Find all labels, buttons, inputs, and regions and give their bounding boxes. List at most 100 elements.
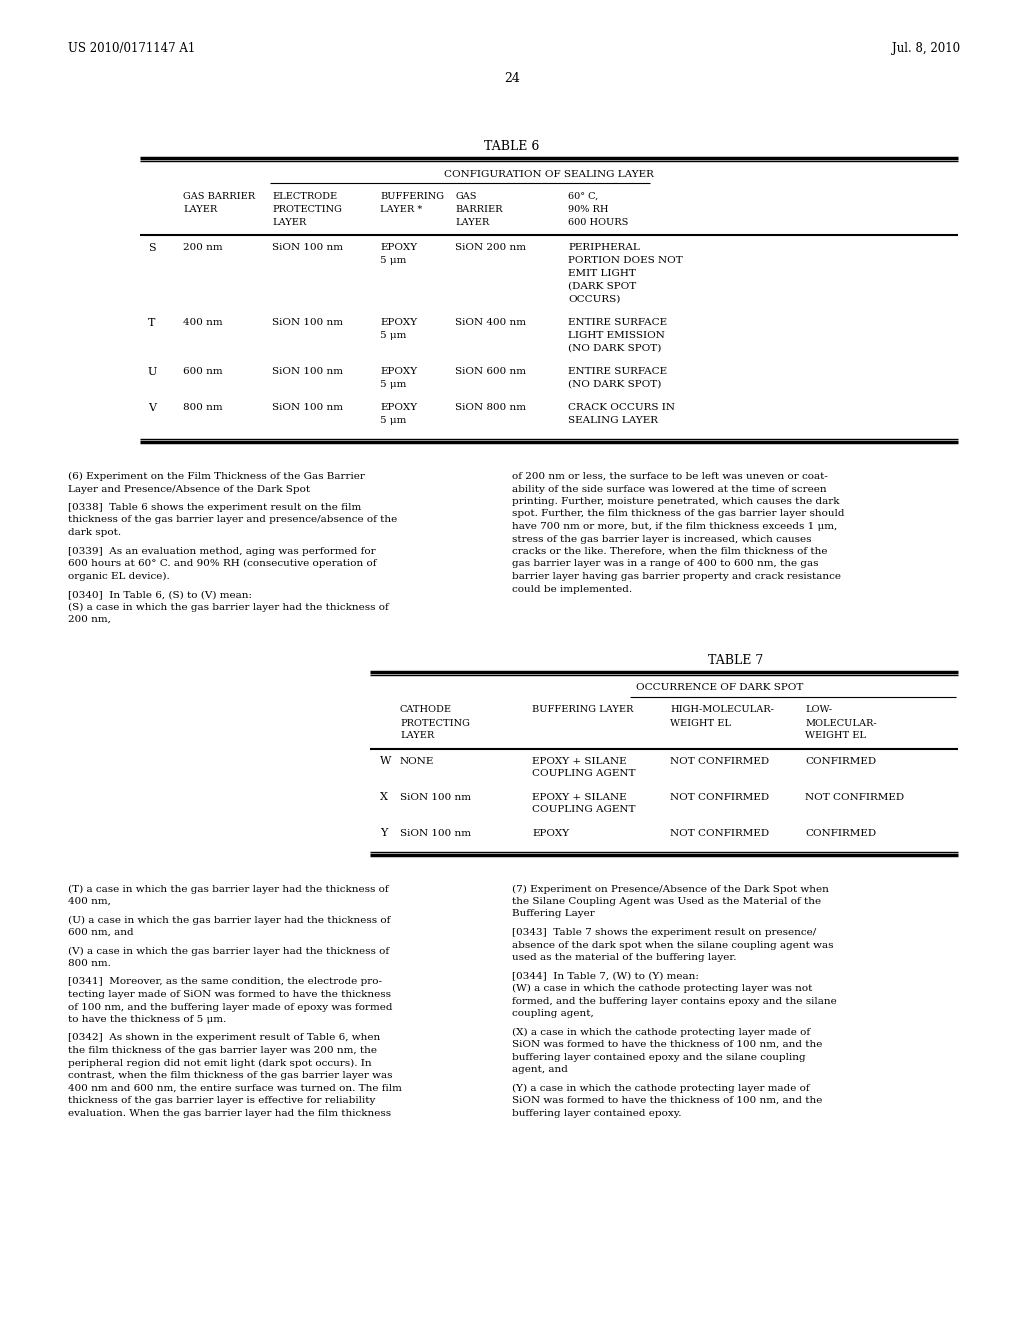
Text: V: V bbox=[148, 403, 156, 413]
Text: LOW-: LOW- bbox=[805, 705, 831, 714]
Text: tecting layer made of SiON was formed to have the thickness: tecting layer made of SiON was formed to… bbox=[68, 990, 391, 999]
Text: (T) a case in which the gas barrier layer had the thickness of: (T) a case in which the gas barrier laye… bbox=[68, 884, 389, 894]
Text: (DARK SPOT: (DARK SPOT bbox=[568, 282, 636, 290]
Text: [0339]  As an evaluation method, aging was performed for: [0339] As an evaluation method, aging wa… bbox=[68, 546, 376, 556]
Text: 200 nm: 200 nm bbox=[183, 243, 222, 252]
Text: HIGH-MOLECULAR-: HIGH-MOLECULAR- bbox=[670, 705, 774, 714]
Text: buffering layer contained epoxy and the silane coupling: buffering layer contained epoxy and the … bbox=[512, 1052, 806, 1061]
Text: (S) a case in which the gas barrier layer had the thickness of: (S) a case in which the gas barrier laye… bbox=[68, 602, 389, 611]
Text: GAS BARRIER: GAS BARRIER bbox=[183, 191, 255, 201]
Text: SEALING LAYER: SEALING LAYER bbox=[568, 416, 658, 425]
Text: US 2010/0171147 A1: US 2010/0171147 A1 bbox=[68, 42, 196, 55]
Text: contrast, when the film thickness of the gas barrier layer was: contrast, when the film thickness of the… bbox=[68, 1071, 392, 1080]
Text: WEIGHT EL: WEIGHT EL bbox=[805, 731, 866, 741]
Text: organic EL device).: organic EL device). bbox=[68, 572, 170, 581]
Text: COUPLING AGENT: COUPLING AGENT bbox=[532, 770, 636, 779]
Text: CATHODE: CATHODE bbox=[400, 705, 452, 714]
Text: the film thickness of the gas barrier layer was 200 nm, the: the film thickness of the gas barrier la… bbox=[68, 1045, 377, 1055]
Text: gas barrier layer was in a range of 400 to 600 nm, the gas: gas barrier layer was in a range of 400 … bbox=[512, 560, 818, 569]
Text: evaluation. When the gas barrier layer had the film thickness: evaluation. When the gas barrier layer h… bbox=[68, 1109, 391, 1118]
Text: ENTIRE SURFACE: ENTIRE SURFACE bbox=[568, 367, 667, 376]
Text: LAYER: LAYER bbox=[400, 731, 434, 741]
Text: (X) a case in which the cathode protecting layer made of: (X) a case in which the cathode protecti… bbox=[512, 1027, 810, 1036]
Text: CONFIGURATION OF SEALING LAYER: CONFIGURATION OF SEALING LAYER bbox=[444, 170, 654, 180]
Text: 600 hours at 60° C. and 90% RH (consecutive operation of: 600 hours at 60° C. and 90% RH (consecut… bbox=[68, 558, 377, 568]
Text: 600 nm, and: 600 nm, and bbox=[68, 928, 133, 937]
Text: 400 nm and 600 nm, the entire surface was turned on. The film: 400 nm and 600 nm, the entire surface wa… bbox=[68, 1084, 401, 1093]
Text: EPOXY: EPOXY bbox=[380, 367, 417, 376]
Text: (W) a case in which the cathode protecting layer was not: (W) a case in which the cathode protecti… bbox=[512, 983, 812, 993]
Text: CONFIRMED: CONFIRMED bbox=[805, 829, 877, 837]
Text: GAS: GAS bbox=[455, 191, 476, 201]
Text: peripheral region did not emit light (dark spot occurs). In: peripheral region did not emit light (da… bbox=[68, 1059, 372, 1068]
Text: NONE: NONE bbox=[400, 756, 434, 766]
Text: OCCURS): OCCURS) bbox=[568, 294, 621, 304]
Text: thickness of the gas barrier layer is effective for reliability: thickness of the gas barrier layer is ef… bbox=[68, 1096, 376, 1105]
Text: U: U bbox=[148, 367, 158, 378]
Text: PORTION DOES NOT: PORTION DOES NOT bbox=[568, 256, 683, 265]
Text: thickness of the gas barrier layer and presence/absence of the: thickness of the gas barrier layer and p… bbox=[68, 516, 397, 524]
Text: EPOXY + SILANE: EPOXY + SILANE bbox=[532, 792, 627, 801]
Text: formed, and the buffering layer contains epoxy and the silane: formed, and the buffering layer contains… bbox=[512, 997, 837, 1006]
Text: 600 HOURS: 600 HOURS bbox=[568, 218, 629, 227]
Text: EPOXY: EPOXY bbox=[380, 318, 417, 327]
Text: LAYER: LAYER bbox=[455, 218, 489, 227]
Text: OCCURRENCE OF DARK SPOT: OCCURRENCE OF DARK SPOT bbox=[636, 684, 804, 693]
Text: Jul. 8, 2010: Jul. 8, 2010 bbox=[892, 42, 961, 55]
Text: LAYER: LAYER bbox=[272, 218, 306, 227]
Text: SiON 100 nm: SiON 100 nm bbox=[400, 829, 471, 837]
Text: Buffering Layer: Buffering Layer bbox=[512, 909, 595, 919]
Text: ability of the side surface was lowered at the time of screen: ability of the side surface was lowered … bbox=[512, 484, 826, 494]
Text: [0338]  Table 6 shows the experiment result on the film: [0338] Table 6 shows the experiment resu… bbox=[68, 503, 361, 512]
Text: BARRIER: BARRIER bbox=[455, 205, 503, 214]
Text: EPOXY + SILANE: EPOXY + SILANE bbox=[532, 756, 627, 766]
Text: (NO DARK SPOT): (NO DARK SPOT) bbox=[568, 380, 662, 389]
Text: buffering layer contained epoxy.: buffering layer contained epoxy. bbox=[512, 1109, 682, 1118]
Text: TABLE 7: TABLE 7 bbox=[709, 653, 764, 667]
Text: NOT CONFIRMED: NOT CONFIRMED bbox=[670, 829, 769, 837]
Text: 24: 24 bbox=[504, 73, 520, 84]
Text: NOT CONFIRMED: NOT CONFIRMED bbox=[670, 792, 769, 801]
Text: W: W bbox=[380, 756, 391, 767]
Text: used as the material of the buffering layer.: used as the material of the buffering la… bbox=[512, 953, 736, 962]
Text: 5 μm: 5 μm bbox=[380, 256, 407, 265]
Text: ELECTRODE: ELECTRODE bbox=[272, 191, 337, 201]
Text: (V) a case in which the gas barrier layer had the thickness of: (V) a case in which the gas barrier laye… bbox=[68, 946, 389, 956]
Text: LAYER: LAYER bbox=[183, 205, 217, 214]
Text: (Y) a case in which the cathode protecting layer made of: (Y) a case in which the cathode protecti… bbox=[512, 1084, 810, 1093]
Text: Layer and Presence/Absence of the Dark Spot: Layer and Presence/Absence of the Dark S… bbox=[68, 484, 310, 494]
Text: dark spot.: dark spot. bbox=[68, 528, 121, 537]
Text: MOLECULAR-: MOLECULAR- bbox=[805, 718, 877, 727]
Text: [0343]  Table 7 shows the experiment result on presence/: [0343] Table 7 shows the experiment resu… bbox=[512, 928, 816, 937]
Text: WEIGHT EL: WEIGHT EL bbox=[670, 718, 731, 727]
Text: [0341]  Moreover, as the same condition, the electrode pro-: [0341] Moreover, as the same condition, … bbox=[68, 978, 382, 986]
Text: agent, and: agent, and bbox=[512, 1065, 568, 1074]
Text: 400 nm: 400 nm bbox=[183, 318, 222, 327]
Text: SiON 100 nm: SiON 100 nm bbox=[272, 243, 343, 252]
Text: SiON was formed to have the thickness of 100 nm, and the: SiON was formed to have the thickness of… bbox=[512, 1096, 822, 1105]
Text: SiON 800 nm: SiON 800 nm bbox=[455, 403, 526, 412]
Text: S: S bbox=[148, 243, 156, 253]
Text: [0340]  In Table 6, (S) to (V) mean:: [0340] In Table 6, (S) to (V) mean: bbox=[68, 590, 252, 599]
Text: T: T bbox=[148, 318, 156, 327]
Text: BUFFERING LAYER: BUFFERING LAYER bbox=[532, 705, 634, 714]
Text: printing. Further, moisture penetrated, which causes the dark: printing. Further, moisture penetrated, … bbox=[512, 498, 840, 506]
Text: (7) Experiment on Presence/Absence of the Dark Spot when: (7) Experiment on Presence/Absence of th… bbox=[512, 884, 828, 894]
Text: TABLE 6: TABLE 6 bbox=[484, 140, 540, 153]
Text: 600 nm: 600 nm bbox=[183, 367, 222, 376]
Text: (NO DARK SPOT): (NO DARK SPOT) bbox=[568, 345, 662, 352]
Text: EPOXY: EPOXY bbox=[532, 829, 569, 837]
Text: SiON 100 nm: SiON 100 nm bbox=[272, 318, 343, 327]
Text: EPOXY: EPOXY bbox=[380, 403, 417, 412]
Text: cracks or the like. Therefore, when the film thickness of the: cracks or the like. Therefore, when the … bbox=[512, 546, 827, 556]
Text: SiON 100 nm: SiON 100 nm bbox=[272, 403, 343, 412]
Text: SiON 100 nm: SiON 100 nm bbox=[400, 792, 471, 801]
Text: CRACK OCCURS IN: CRACK OCCURS IN bbox=[568, 403, 675, 412]
Text: ENTIRE SURFACE: ENTIRE SURFACE bbox=[568, 318, 667, 327]
Text: spot. Further, the film thickness of the gas barrier layer should: spot. Further, the film thickness of the… bbox=[512, 510, 845, 519]
Text: 800 nm.: 800 nm. bbox=[68, 960, 111, 968]
Text: PROTECTING: PROTECTING bbox=[400, 718, 470, 727]
Text: to have the thickness of 5 μm.: to have the thickness of 5 μm. bbox=[68, 1015, 226, 1024]
Text: the Silane Coupling Agent was Used as the Material of the: the Silane Coupling Agent was Used as th… bbox=[512, 898, 821, 906]
Text: of 200 nm or less, the surface to be left was uneven or coat-: of 200 nm or less, the surface to be lef… bbox=[512, 473, 827, 480]
